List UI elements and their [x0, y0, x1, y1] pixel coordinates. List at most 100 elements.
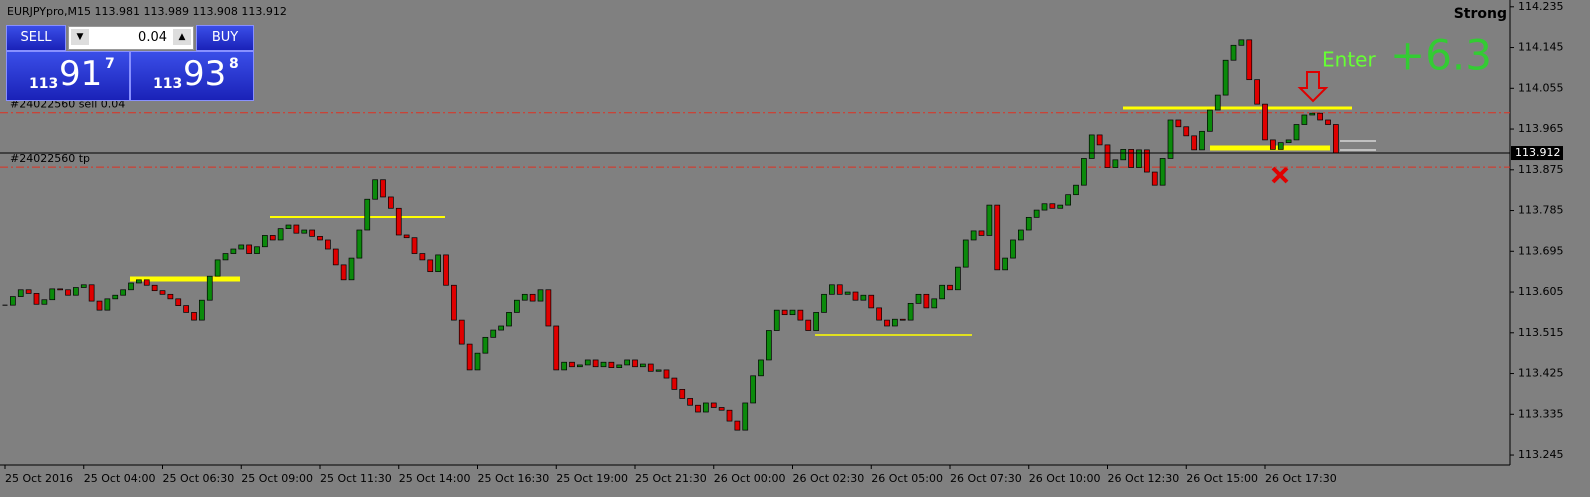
sell-button[interactable]: SELL — [6, 25, 66, 51]
buy-button[interactable]: BUY — [196, 25, 254, 51]
candle — [254, 246, 260, 254]
candle — [797, 309, 804, 321]
candle — [1159, 158, 1166, 186]
symbol-info: EURJPYpro,M15 113.981 113.989 113.908 11… — [7, 5, 287, 18]
candle — [1254, 79, 1260, 105]
candle — [703, 402, 709, 413]
candle — [750, 375, 756, 404]
x-tick-label: 25 Oct 2016 — [5, 472, 73, 485]
candle — [608, 361, 615, 369]
x-tick-label: 26 Oct 07:30 — [950, 472, 1022, 485]
y-tick-label: 113.515 — [1518, 326, 1564, 339]
candle — [230, 248, 237, 254]
x-tick-label: 26 Oct 15:00 — [1186, 472, 1258, 485]
signal-label: Strong — [1454, 6, 1507, 22]
candle — [151, 284, 158, 292]
candle — [451, 284, 457, 321]
candle — [1317, 112, 1323, 121]
candle — [537, 289, 544, 302]
candle — [49, 288, 56, 301]
candle — [1293, 124, 1300, 141]
lot-down[interactable]: ▼ — [71, 29, 89, 45]
candle — [655, 369, 662, 372]
y-tick-label: 114.235 — [1518, 0, 1564, 13]
candle — [309, 229, 315, 237]
ask-main: 93 — [183, 54, 227, 94]
candle — [403, 234, 410, 239]
x-tick-label: 25 Oct 11:30 — [320, 472, 392, 485]
y-tick-label: 113.965 — [1518, 122, 1564, 135]
candle — [443, 254, 449, 286]
candle — [821, 293, 827, 313]
candle — [348, 257, 355, 281]
candle — [1246, 39, 1253, 81]
candle — [277, 228, 284, 241]
candle — [592, 359, 599, 368]
candle — [1175, 119, 1182, 128]
candle — [1096, 134, 1103, 146]
candle — [17, 289, 24, 297]
candle — [262, 235, 268, 248]
last-price-box — [1511, 146, 1563, 161]
x-tick-label: 25 Oct 14:00 — [399, 472, 471, 485]
candle — [1238, 39, 1245, 46]
ask-price[interactable]: 113 93 8 — [130, 51, 254, 101]
x-tick-label: 26 Oct 10:00 — [1029, 472, 1101, 485]
candle — [962, 239, 969, 268]
candle — [1025, 216, 1032, 231]
candle — [970, 230, 977, 241]
candle — [569, 361, 575, 368]
candle — [1222, 59, 1229, 96]
x-tick-label: 25 Oct 16:30 — [478, 472, 550, 485]
candle — [1033, 209, 1040, 218]
candle — [1073, 184, 1079, 196]
bid-price[interactable]: 113 91 7 — [6, 51, 130, 101]
candle — [663, 369, 670, 379]
candle — [222, 253, 229, 261]
objects — [130, 71, 1376, 336]
candle — [88, 284, 95, 302]
candle — [482, 336, 489, 354]
bid-main: 91 — [59, 54, 103, 94]
candle — [561, 361, 567, 371]
candle — [506, 312, 512, 327]
candle — [1136, 149, 1142, 168]
candle — [332, 248, 339, 266]
candle — [947, 284, 953, 291]
candle — [679, 389, 686, 399]
candle — [293, 224, 300, 234]
x-tick-label: 26 Oct 02:30 — [793, 472, 865, 485]
lot-up[interactable]: ▲ — [173, 29, 191, 45]
candle — [1144, 149, 1150, 173]
candle — [159, 290, 166, 295]
candle — [356, 229, 363, 259]
candle — [1285, 139, 1292, 143]
candle — [671, 377, 678, 390]
candle — [1230, 44, 1237, 61]
candle — [899, 318, 906, 321]
candle — [340, 264, 347, 281]
candle — [742, 402, 749, 431]
candle — [80, 284, 87, 288]
candle — [1167, 119, 1174, 159]
x-tick-label: 26 Oct 12:30 — [1108, 472, 1180, 485]
candle — [1088, 134, 1095, 159]
lot-input[interactable]: ▼ 0.04 ▲ — [68, 26, 194, 50]
candle — [317, 235, 323, 241]
candle — [1065, 194, 1071, 206]
y-tick-label: 113.875 — [1518, 163, 1564, 176]
candle — [1191, 135, 1197, 151]
candle — [25, 289, 32, 294]
candle — [183, 305, 189, 313]
candle — [325, 239, 331, 250]
candle — [584, 359, 591, 366]
candle — [978, 230, 985, 236]
candle — [829, 284, 835, 295]
candle — [931, 298, 938, 309]
candle — [939, 284, 945, 300]
candle — [915, 293, 922, 304]
candle — [1183, 126, 1190, 137]
